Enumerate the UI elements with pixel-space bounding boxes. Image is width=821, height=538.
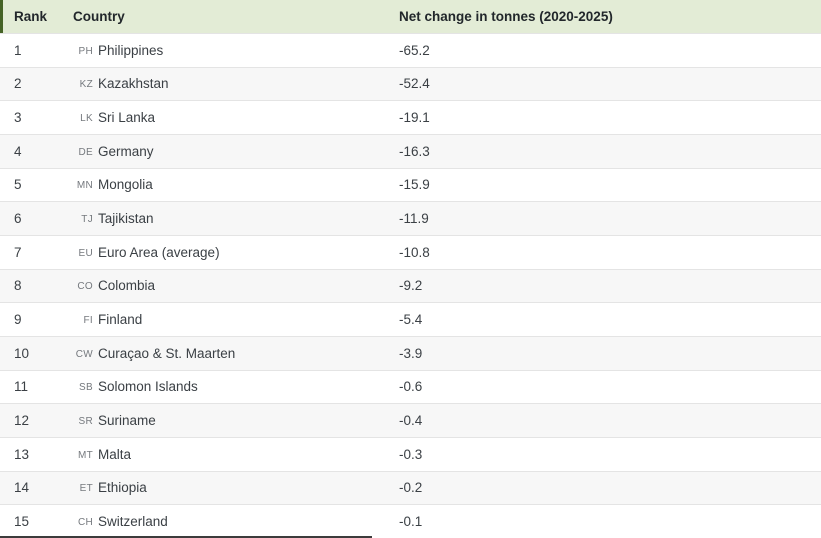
net-change-cell: -0.1 [399,514,423,530]
table-row: 14 ET Ethiopia -0.2 [0,470,821,505]
country-cell: DE Germany [73,144,399,159]
country-code: FI [83,315,93,327]
country-cell: MN Mongolia [73,177,399,192]
country-cell: SR Suriname [73,413,399,428]
rank-cell: 4 [14,143,22,159]
table-row: 1 PH Philippines -65.2 [0,33,821,67]
country-cell: LK Sri Lanka [73,110,399,125]
country-cell: SB Solomon Islands [73,379,399,394]
country-code: MT [77,449,93,461]
country-name: Suriname [98,413,156,429]
country-code: ET [79,483,93,495]
country-name: Euro Area (average) [98,244,220,260]
country-name: Colombia [98,278,156,294]
table-row: 5 MN Mongolia -15.9 [0,167,821,202]
rank-cell: 5 [14,177,22,193]
country-cell: EU Euro Area (average) [73,245,399,260]
table-row: 3 LK Sri Lanka -19.1 [0,100,821,134]
country-code: LK [80,113,93,125]
country-name: Mongolia [98,177,153,193]
rank-cell: 15 [14,514,30,530]
rank-cell: 1 [14,42,22,58]
bottom-partial-border [0,536,372,538]
country-name: Malta [98,446,132,462]
column-header-rank: Rank [14,9,48,24]
country-cell: CW Curaçao & St. Maarten [73,346,399,361]
country-code: CH [77,517,93,529]
table-row: 2 KZ Kazakhstan -52.4 [0,66,821,101]
country-name: Tajikistan [98,211,154,227]
net-change-cell: -11.9 [399,211,429,227]
country-cell: CH Switzerland [73,514,399,529]
net-change-cell: -10.8 [399,244,430,260]
country-cell: KZ Kazakhstan [73,76,399,91]
table-row: 13 MT Malta -0.3 [0,436,821,471]
net-change-cell: -16.3 [399,143,430,159]
country-code: EU [78,247,93,259]
country-name: Germany [98,143,154,159]
country-code: SR [78,416,93,428]
rank-cell: 3 [14,110,22,126]
net-change-cell: -5.4 [399,312,423,328]
net-change-cell: -19.1 [399,110,430,126]
country-code: SB [79,382,93,394]
country-name: Solomon Islands [98,379,198,395]
country-name: Finland [98,312,143,328]
table-row: 9 FI Finland -5.4 [0,302,821,336]
rank-cell: 10 [14,345,30,361]
table-row: 7 EU Euro Area (average) -10.8 [0,234,821,269]
country-code: KZ [79,79,93,91]
country-code: CW [75,348,93,360]
country-cell: CO Colombia [73,278,399,293]
table-row: 10 CW Curaçao & St. Maarten -3.9 [0,335,821,370]
table-row: 11 SB Solomon Islands -0.6 [0,369,821,404]
country-name: Kazakhstan [98,76,169,92]
net-change-cell: -0.6 [399,379,423,395]
country-code: MN [76,180,93,192]
country-name: Switzerland [98,514,168,530]
net-change-cell: -0.3 [399,446,423,462]
country-cell: ET Ethiopia [73,480,399,495]
rank-cell: 7 [14,244,22,260]
column-header-country: Country [73,9,125,24]
rank-cell: 12 [14,413,30,429]
rank-cell: 11 [14,379,29,395]
table-row: 4 DE Germany -16.3 [0,133,821,168]
table-row: 12 SR Suriname -0.4 [0,403,821,437]
net-change-cell: -65.2 [399,42,430,58]
country-code: PH [78,45,93,57]
net-change-cell: -0.4 [399,413,423,429]
country-cell: FI Finland [73,312,399,327]
rank-cell: 14 [14,480,30,496]
net-change-cell: -0.2 [399,480,423,496]
rank-cell: 9 [14,312,22,328]
table-row: 6 TJ Tajikistan -11.9 [0,201,821,235]
country-cell: PH Philippines [73,43,399,58]
country-name: Ethiopia [98,480,147,496]
country-name: Sri Lanka [98,110,156,126]
table-row: 15 CH Switzerland -0.1 [0,504,821,538]
country-name: Philippines [98,42,164,58]
rank-cell: 8 [14,278,22,294]
net-change-cell: -3.9 [399,345,423,361]
table-header-row: Rank Country Net change in tonnes (2020-… [0,0,821,33]
country-cell: MT Malta [73,447,399,462]
country-name: Curaçao & St. Maarten [98,345,236,361]
net-change-cell: -9.2 [399,278,423,294]
country-code: CO [77,281,93,293]
country-code: TJ [81,214,93,226]
net-change-cell: -15.9 [399,177,430,193]
rank-cell: 2 [14,76,22,92]
net-change-cell: -52.4 [399,76,430,92]
table-row: 8 CO Colombia -9.2 [0,268,821,303]
table-body: 1 PH Philippines -65.2 2 KZ Kazakhstan -52… [0,33,821,538]
column-header-net-change: Net change in tonnes (2020-2025) [399,9,613,24]
rank-cell: 6 [14,211,22,227]
country-code: DE [78,146,93,158]
rank-cell: 13 [14,446,30,462]
country-cell: TJ Tajikistan [73,211,399,226]
